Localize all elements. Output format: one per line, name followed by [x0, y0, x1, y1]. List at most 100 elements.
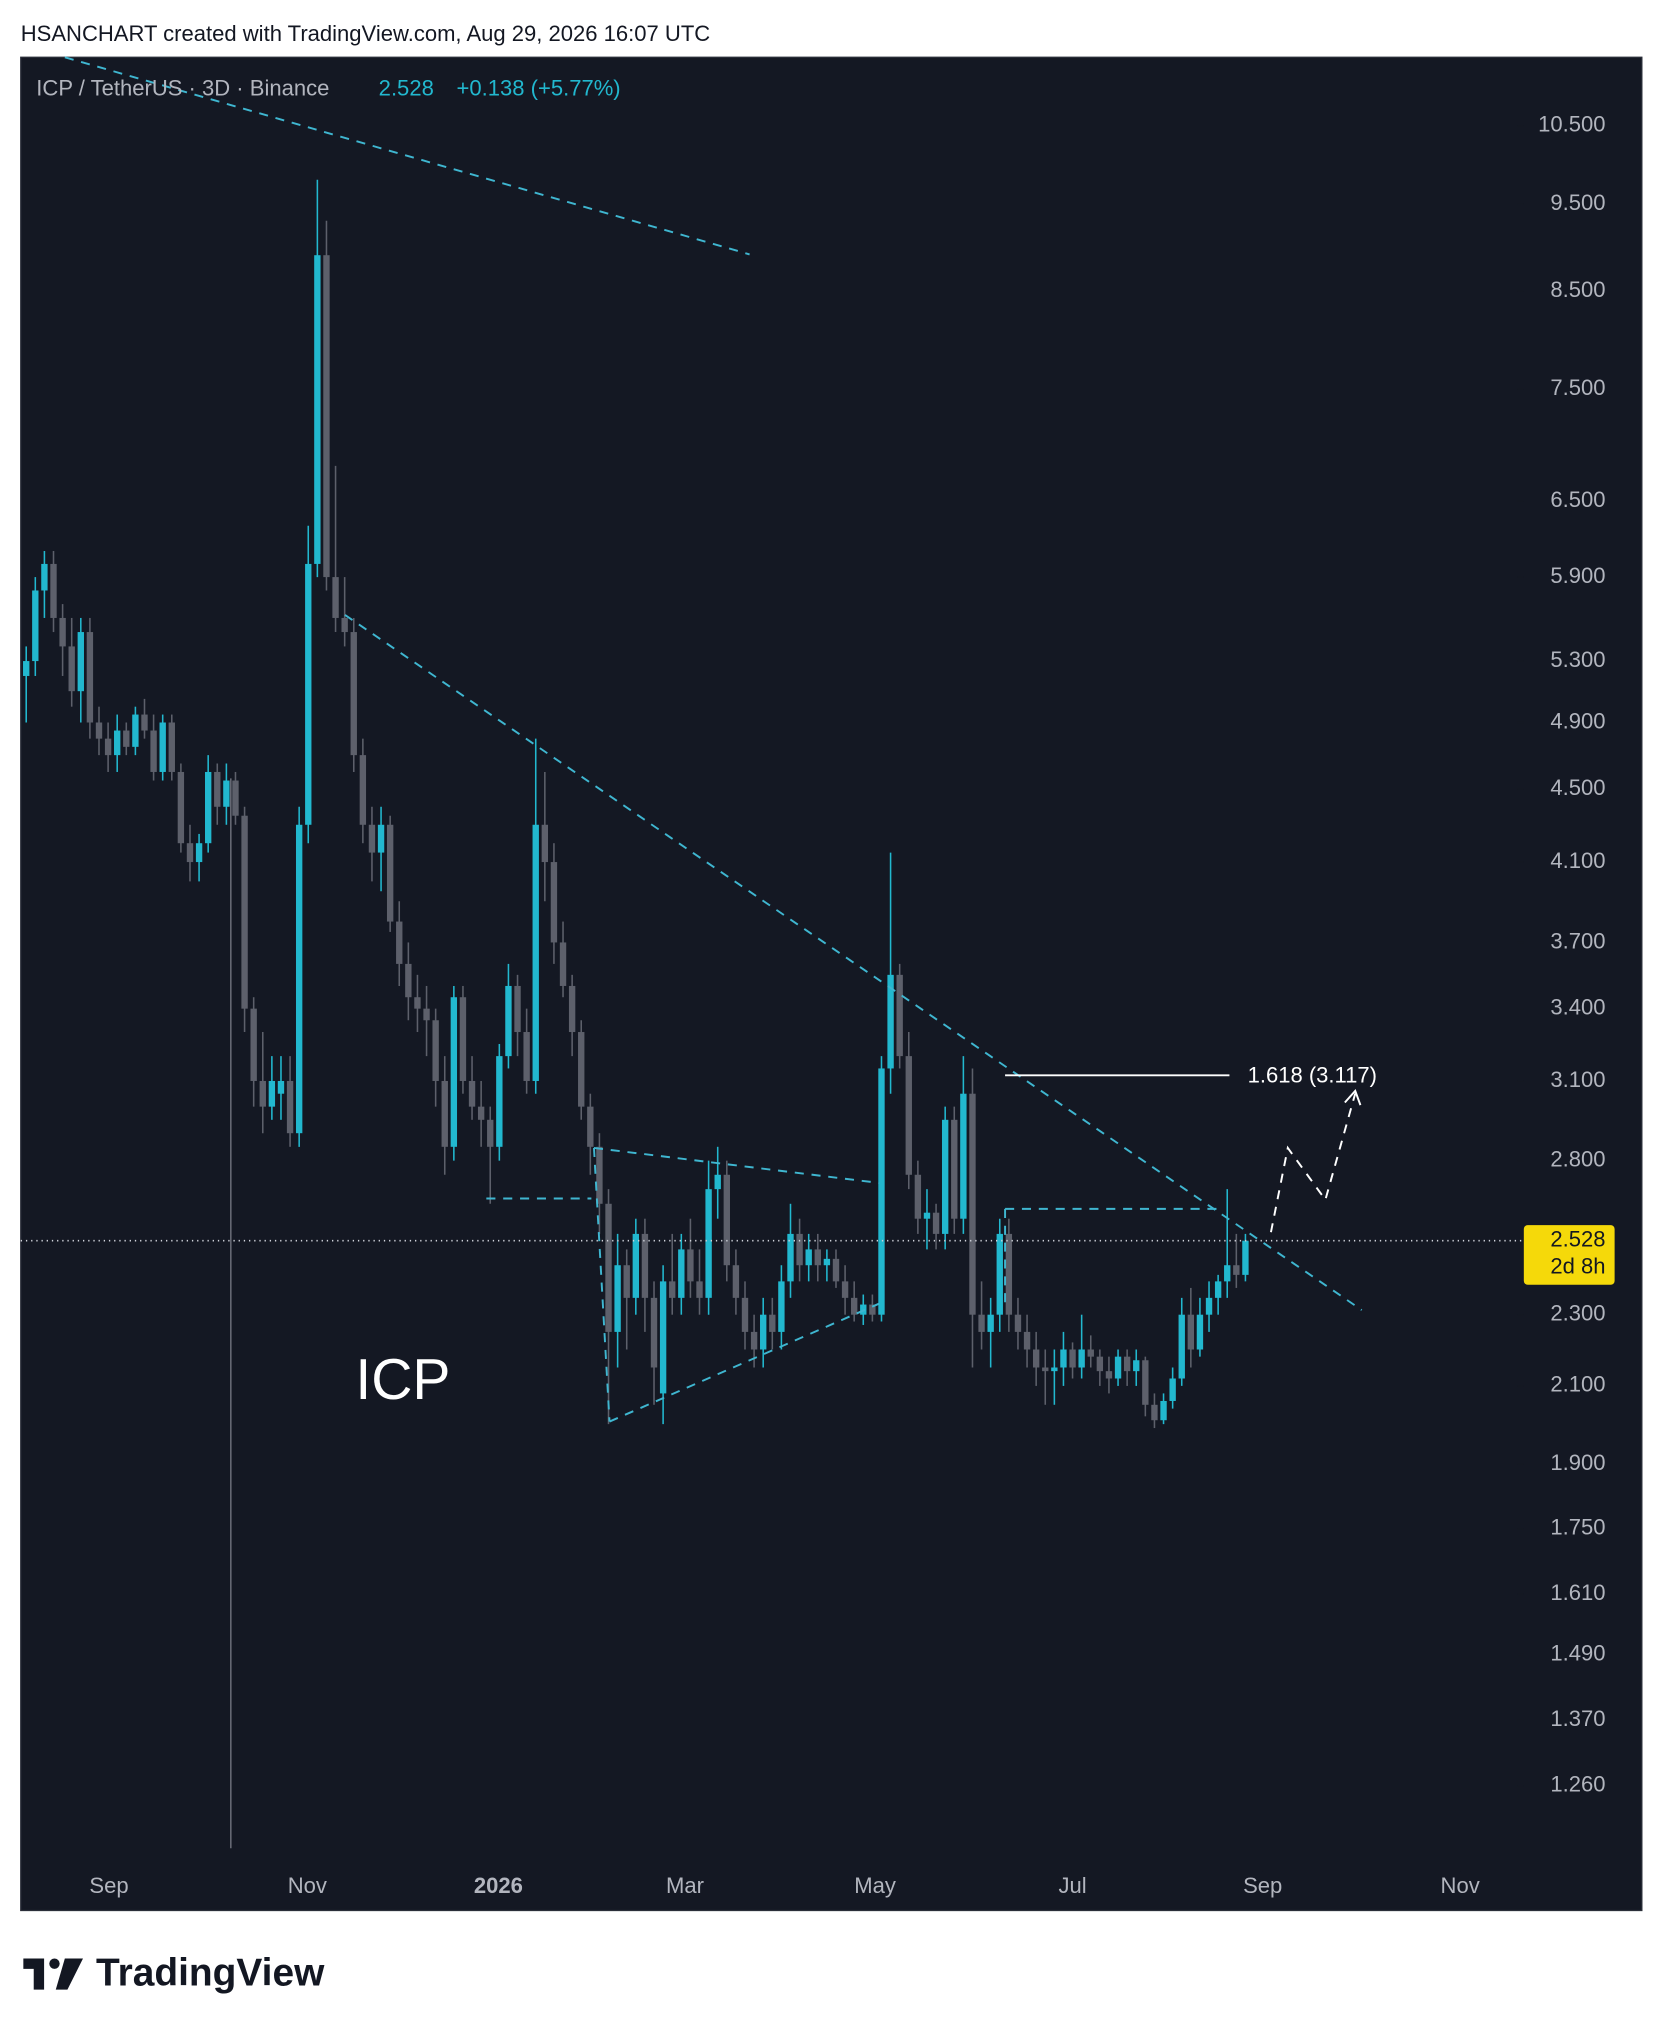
y-tick-label: 4.900 — [1550, 708, 1605, 733]
x-tick-label: Nov — [288, 1873, 327, 1898]
candle-body — [68, 646, 75, 692]
candle-body — [614, 1265, 621, 1332]
candle-body — [514, 985, 521, 1033]
y-tick-label: 3.400 — [1550, 994, 1605, 1019]
countdown-label: 2d 8h — [1550, 1254, 1605, 1279]
candle-body — [1105, 1371, 1113, 1379]
candle-body — [1224, 1265, 1231, 1282]
candle-body — [1096, 1356, 1104, 1372]
candle-body — [487, 1119, 494, 1147]
candle-body — [887, 974, 894, 1069]
y-tick-label: 1.750 — [1550, 1515, 1605, 1540]
candle-body — [1205, 1297, 1213, 1315]
candle-body — [50, 563, 57, 618]
candle-body — [832, 1258, 840, 1282]
candle-body — [960, 1093, 967, 1219]
candle-body — [587, 1106, 594, 1147]
candle-body — [441, 1080, 448, 1147]
y-tick-label: 4.100 — [1550, 848, 1605, 873]
candle-body — [223, 780, 230, 807]
drawings — [64, 56, 1363, 1849]
candle-body — [978, 1314, 985, 1332]
candle-body — [1042, 1367, 1049, 1372]
candle-body — [1214, 1281, 1222, 1298]
candle-body — [650, 1297, 658, 1368]
candle-body — [996, 1233, 1003, 1315]
candle-body — [750, 1331, 758, 1350]
candle-body — [1123, 1356, 1131, 1372]
candle-body — [159, 722, 166, 772]
candle-body — [59, 617, 66, 647]
candle-body — [314, 255, 321, 564]
candle-body — [23, 661, 30, 676]
trend-line — [344, 614, 1363, 1311]
fib-label: 1.618 (3.117) — [1248, 1062, 1377, 1087]
candle-body — [95, 722, 103, 739]
candle-body — [732, 1265, 740, 1298]
candle-body — [869, 1304, 876, 1315]
candle-body — [669, 1281, 676, 1298]
candle-body — [923, 1212, 931, 1219]
y-tick-label: 3.700 — [1550, 928, 1605, 953]
marks-layer: 10.500 9.500 8.500 7.500 6.500 5.900 5.300 4.90… — [20, 112, 1615, 1898]
candle-body — [760, 1314, 767, 1350]
candle-body — [1169, 1378, 1176, 1401]
candle-body — [323, 255, 330, 578]
candle-body — [295, 824, 303, 1134]
candle-body — [250, 1008, 257, 1081]
candle-body — [687, 1249, 694, 1282]
candle-body — [969, 1093, 976, 1315]
y-tick-label: 1.900 — [1550, 1450, 1605, 1475]
y-tick-label: 4.500 — [1550, 775, 1605, 800]
candle-body — [168, 722, 175, 772]
projection-path — [1269, 1093, 1357, 1233]
candle-body — [559, 942, 567, 986]
candle-body — [241, 815, 248, 1009]
candle-body — [368, 824, 376, 853]
y-tick-label: 10.500 — [1538, 112, 1605, 137]
candle-body — [1242, 1240, 1249, 1275]
x-tick-label: Mar — [666, 1873, 704, 1898]
candle-body — [32, 590, 39, 662]
price-label-box — [1523, 1225, 1615, 1285]
x-tick-label: Sep — [1243, 1873, 1282, 1898]
y-tick-label: 2.800 — [1550, 1146, 1605, 1171]
candle-body — [350, 632, 357, 756]
candle-body — [532, 824, 539, 1081]
candle-body — [232, 780, 239, 816]
candle-body — [1187, 1314, 1195, 1350]
candle-body — [377, 824, 385, 853]
candle-body — [77, 632, 84, 692]
candle-body — [341, 617, 348, 633]
triangle-line — [593, 1146, 880, 1184]
candle-body — [678, 1249, 685, 1298]
candle-body — [195, 843, 203, 863]
candle-body — [778, 1281, 785, 1332]
candle-body — [359, 755, 367, 825]
trend-line — [64, 56, 750, 256]
candle-body — [286, 1080, 294, 1134]
y-tick-label: 5.900 — [1550, 563, 1605, 588]
candle-body — [1133, 1360, 1140, 1372]
triangle-line — [592, 1147, 611, 1422]
candle-body — [1005, 1233, 1013, 1315]
candle-body — [459, 997, 467, 1081]
candle-body — [823, 1258, 831, 1266]
candle-body — [114, 730, 121, 756]
candle-body — [605, 1203, 612, 1332]
candle-body — [696, 1281, 703, 1298]
attribution: HSANCHART created with TradingView.com, … — [21, 21, 711, 46]
candle-body — [332, 577, 339, 618]
candle-body — [432, 1020, 439, 1081]
candle-body — [541, 824, 549, 863]
candle-body — [796, 1233, 803, 1266]
candle-body — [787, 1233, 794, 1282]
y-tick-label: 1.490 — [1550, 1640, 1605, 1665]
candle-body — [423, 1008, 430, 1021]
logo-mark — [55, 1958, 83, 1990]
price-label: 2.528 — [1550, 1227, 1605, 1252]
plot-background — [20, 56, 1643, 1912]
logo: TradingView — [23, 1952, 325, 1995]
candle-body — [1069, 1349, 1076, 1368]
